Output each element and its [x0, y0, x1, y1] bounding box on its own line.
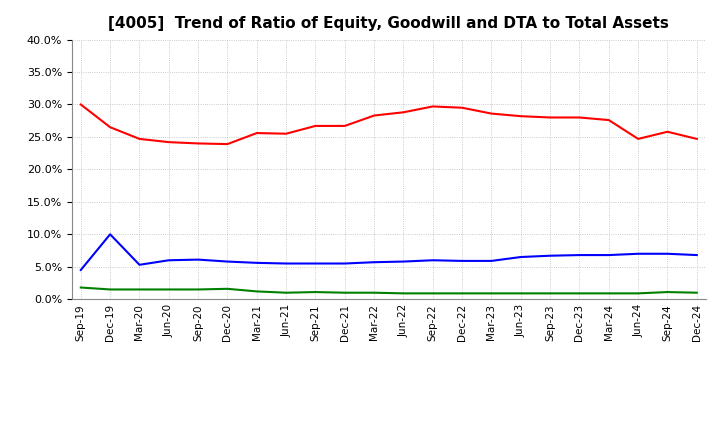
Line: Equity: Equity [81, 104, 697, 144]
Goodwill [605, 253, 613, 258]
Goodwill [370, 260, 379, 265]
Equity [487, 111, 496, 116]
Line: Deferred Tax Assets: Deferred Tax Assets [81, 287, 697, 293]
Deferred Tax Assets [546, 291, 554, 296]
Deferred Tax Assets [634, 291, 642, 296]
Equity [399, 110, 408, 115]
Deferred Tax Assets [399, 291, 408, 296]
Deferred Tax Assets [341, 290, 349, 295]
Deferred Tax Assets [76, 285, 85, 290]
Equity [341, 123, 349, 128]
Goodwill [106, 231, 114, 237]
Deferred Tax Assets [693, 290, 701, 295]
Goodwill [282, 261, 290, 266]
Goodwill [546, 253, 554, 258]
Deferred Tax Assets [282, 290, 290, 295]
Deferred Tax Assets [428, 291, 437, 296]
Goodwill [516, 254, 525, 260]
Goodwill [135, 262, 144, 268]
Equity [164, 139, 173, 145]
Equity [311, 123, 320, 128]
Deferred Tax Assets [370, 290, 379, 295]
Equity [663, 129, 672, 134]
Goodwill [428, 258, 437, 263]
Equity [516, 114, 525, 119]
Equity [693, 136, 701, 142]
Deferred Tax Assets [194, 287, 202, 292]
Deferred Tax Assets [164, 287, 173, 292]
Line: Goodwill: Goodwill [81, 234, 697, 270]
Deferred Tax Assets [311, 290, 320, 295]
Goodwill [575, 253, 584, 258]
Goodwill [458, 258, 467, 264]
Deferred Tax Assets [223, 286, 232, 291]
Deferred Tax Assets [253, 289, 261, 294]
Goodwill [663, 251, 672, 257]
Equity [135, 136, 144, 142]
Goodwill [253, 260, 261, 265]
Goodwill [194, 257, 202, 262]
Equity [575, 115, 584, 120]
Equity [546, 115, 554, 120]
Deferred Tax Assets [487, 291, 496, 296]
Deferred Tax Assets [575, 291, 584, 296]
Equity [458, 105, 467, 110]
Equity [370, 113, 379, 118]
Goodwill [693, 253, 701, 258]
Equity [106, 125, 114, 130]
Equity [282, 131, 290, 136]
Equity [223, 141, 232, 147]
Goodwill [487, 258, 496, 264]
Deferred Tax Assets [106, 287, 114, 292]
Deferred Tax Assets [516, 291, 525, 296]
Equity [76, 102, 85, 107]
Goodwill [311, 261, 320, 266]
Goodwill [164, 258, 173, 263]
Equity [634, 136, 642, 142]
Goodwill [76, 268, 85, 273]
Goodwill [634, 251, 642, 257]
Equity [605, 117, 613, 123]
Deferred Tax Assets [663, 290, 672, 295]
Title: [4005]  Trend of Ratio of Equity, Goodwill and DTA to Total Assets: [4005] Trend of Ratio of Equity, Goodwil… [109, 16, 669, 32]
Equity [253, 130, 261, 136]
Equity [428, 104, 437, 109]
Goodwill [223, 259, 232, 264]
Goodwill [341, 261, 349, 266]
Deferred Tax Assets [605, 291, 613, 296]
Equity [194, 141, 202, 146]
Goodwill [399, 259, 408, 264]
Deferred Tax Assets [458, 291, 467, 296]
Deferred Tax Assets [135, 287, 144, 292]
